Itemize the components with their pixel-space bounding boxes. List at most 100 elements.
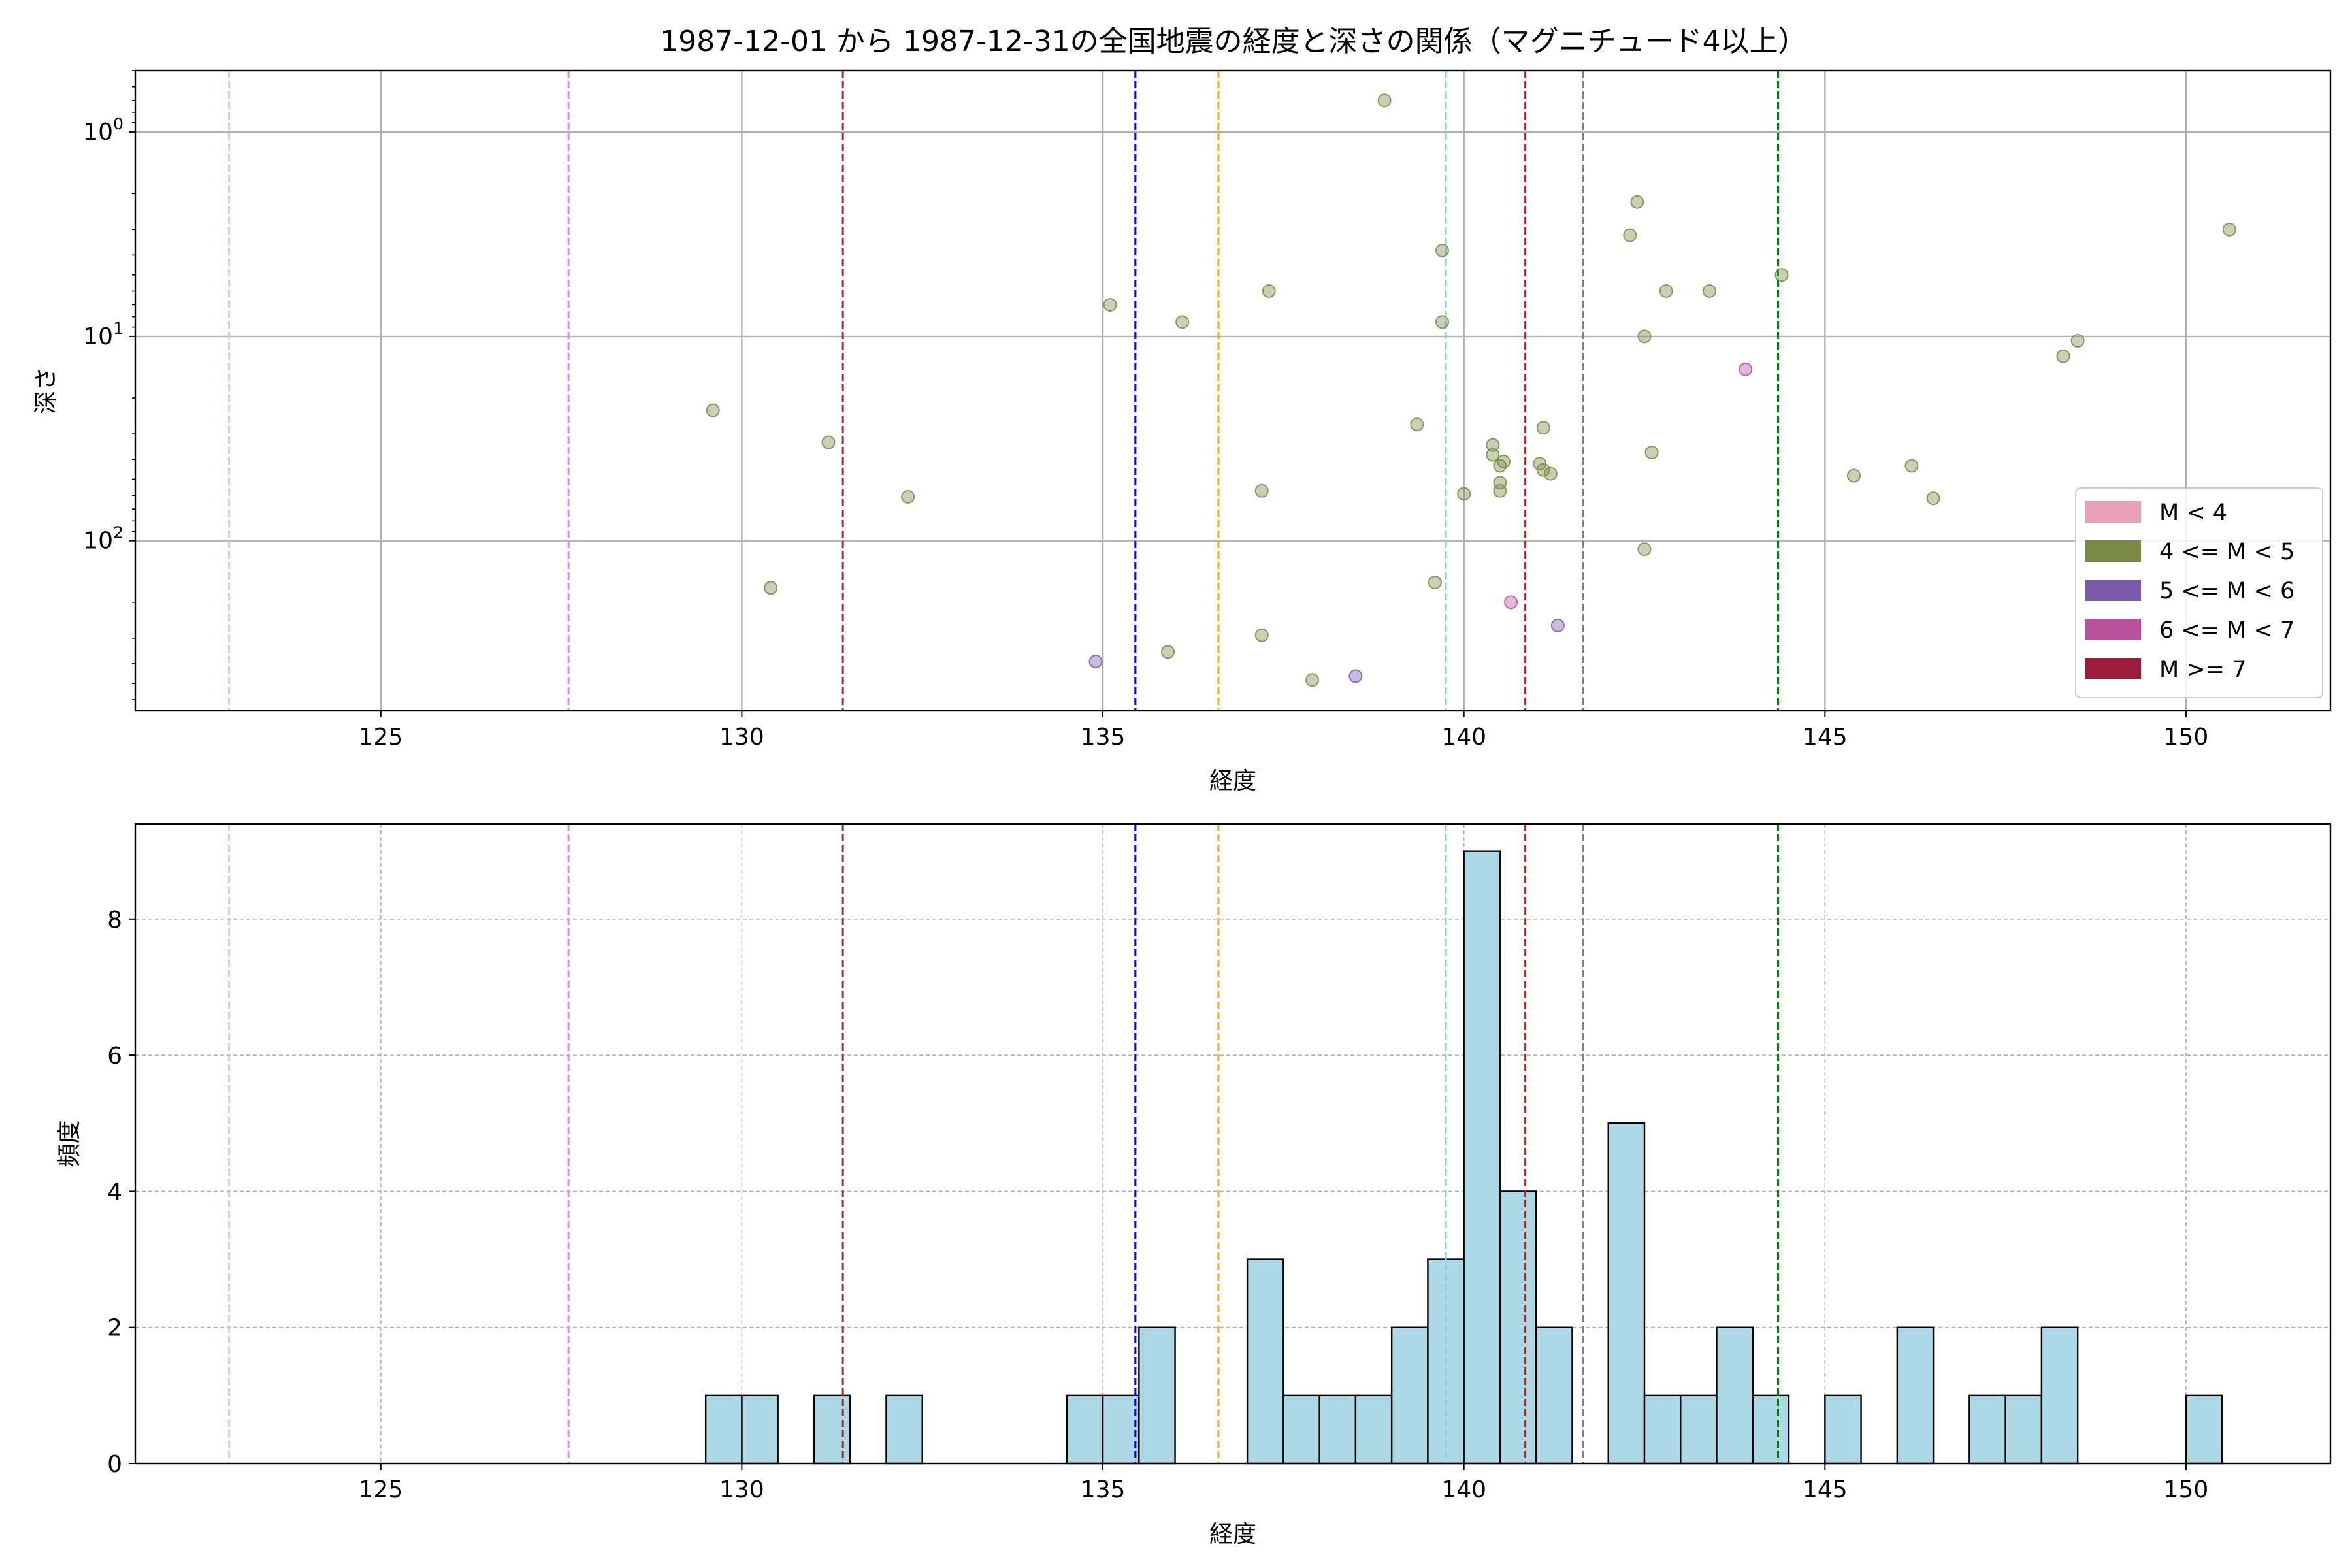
histogram-y-tick-label: 6 — [107, 1043, 122, 1070]
histogram-bar — [2040, 1326, 2079, 1465]
scatter-ticks: 125 130 135 140 145 150 100 101 102 — [83, 70, 2209, 751]
histogram-bar — [1896, 1326, 1935, 1465]
chart-title: 1987-12-01 から 1987-12-31の全国地震の経度と深さの関係（マ… — [660, 25, 1806, 58]
scatter-point — [1161, 645, 1175, 659]
scatter-point — [1435, 315, 1450, 329]
histogram-bar — [1535, 1326, 1573, 1465]
histogram-bar — [2185, 1394, 2223, 1465]
histogram-bar — [1716, 1326, 1754, 1465]
scatter-panel: 125 130 135 140 145 150 100 101 102 経度 深さ M < 4 4… — [33, 69, 2332, 794]
scatter-point — [1377, 93, 1392, 108]
histogram-bar — [1643, 1394, 1682, 1465]
scatter-point — [1926, 491, 1940, 506]
histogram-y-axis-label: 頻度 — [56, 1120, 83, 1167]
scatter-point — [764, 581, 778, 595]
scatter-point — [1623, 228, 1637, 242]
scatter-point — [2070, 334, 2085, 348]
scatter-point — [1254, 628, 1269, 642]
histogram-bar — [1354, 1394, 1393, 1465]
scatter-points — [706, 93, 2236, 687]
histogram-x-tick-label: 145 — [1803, 1477, 1848, 1503]
histogram-bar — [1390, 1326, 1429, 1465]
scatter-y-tick-label: 101 — [83, 319, 123, 350]
legend-label: 5 <= M < 6 — [2159, 578, 2295, 604]
scatter-point — [1739, 362, 1753, 376]
scatter-point — [1175, 315, 1190, 329]
histogram-bar — [1282, 1394, 1320, 1465]
scatter-point — [1103, 297, 1117, 312]
scatter-point — [2056, 349, 2070, 363]
scatter-x-tick-label: 140 — [1441, 724, 1486, 751]
histogram-bar — [1138, 1326, 1176, 1465]
scatter-point — [1702, 284, 1716, 299]
scatter-point — [1637, 542, 1652, 557]
scatter-reference-lines — [228, 71, 1779, 711]
scatter-point — [1428, 575, 1442, 589]
legend-label: M >= 7 — [2159, 657, 2246, 683]
scatter-point — [1543, 466, 1558, 481]
scatter-point — [1550, 618, 1565, 632]
histogram-y-tick-label: 2 — [107, 1315, 122, 1342]
histogram-bar — [2004, 1394, 2043, 1465]
histogram-y-tick-label: 0 — [107, 1451, 122, 1478]
scatter-x-tick-label: 125 — [358, 724, 403, 751]
scatter-x-tick-label: 150 — [2164, 724, 2209, 751]
histogram-bar — [704, 1394, 743, 1465]
scatter-x-tick-label: 135 — [1081, 724, 1126, 751]
histogram-bar — [1607, 1122, 1646, 1465]
histogram-bar — [1463, 850, 1501, 1465]
histogram-bar — [1680, 1394, 1718, 1465]
scatter-point — [1659, 284, 1673, 299]
histogram-bar — [1499, 1190, 1537, 1465]
scatter-point — [2222, 222, 2236, 237]
scatter-point — [1904, 459, 1919, 473]
histogram-x-tick-label: 130 — [719, 1477, 764, 1503]
histogram-bar — [1318, 1394, 1357, 1465]
histogram-frame — [134, 823, 2332, 1465]
scatter-point — [1457, 487, 1471, 501]
scatter-point — [821, 435, 836, 449]
histogram-bar — [741, 1394, 779, 1465]
legend-label: 6 <= M < 7 — [2159, 617, 2295, 644]
histogram-bar — [1824, 1394, 1862, 1465]
histogram-y-tick-label: 4 — [107, 1179, 122, 1205]
scatter-y-tick-label: 102 — [83, 523, 123, 555]
histogram-bar — [1968, 1394, 2006, 1465]
legend-swatch — [2085, 580, 2141, 601]
histogram-bar — [885, 1394, 923, 1465]
histogram-ticks: 125 130 135 140 145 150 0 2 4 6 8 — [107, 907, 2208, 1503]
histogram-x-tick-label: 135 — [1081, 1477, 1126, 1503]
scatter-point — [1493, 483, 1507, 498]
scatter-point — [1496, 455, 1511, 469]
scatter-point — [1847, 468, 1861, 483]
scatter-point — [1262, 284, 1276, 299]
legend-label: M < 4 — [2159, 500, 2227, 526]
scatter-x-tick-label: 130 — [719, 724, 764, 751]
scatter-point — [1637, 329, 1652, 344]
scatter-point — [1305, 673, 1320, 687]
histogram-bar — [1246, 1258, 1284, 1465]
scatter-point — [1088, 654, 1103, 668]
scatter-point — [1644, 446, 1659, 460]
scatter-x-axis-label: 経度 — [1209, 768, 1256, 794]
scatter-grid — [135, 71, 2330, 711]
scatter-point — [1774, 268, 1789, 282]
histogram-bar — [1102, 1394, 1140, 1465]
legend-label: 4 <= M < 5 — [2159, 539, 2295, 565]
scatter-y-tick-label: 100 — [83, 114, 123, 146]
scatter-x-tick-label: 145 — [1803, 724, 1848, 751]
histogram-x-axis-label: 経度 — [1209, 1521, 1256, 1548]
scatter-y-axis-label: 深さ — [33, 367, 59, 414]
legend-swatch — [2085, 619, 2141, 640]
legend-swatch — [2085, 540, 2141, 562]
scatter-point — [1536, 421, 1550, 435]
histogram-y-tick-label: 8 — [107, 907, 122, 934]
histogram-reference-lines — [228, 824, 1779, 1463]
histogram-x-tick-label: 150 — [2164, 1477, 2209, 1503]
legend-swatch — [2085, 501, 2141, 523]
histogram-bar — [1066, 1394, 1104, 1465]
scatter-point — [1486, 448, 1500, 462]
scatter-point — [1435, 243, 1450, 257]
